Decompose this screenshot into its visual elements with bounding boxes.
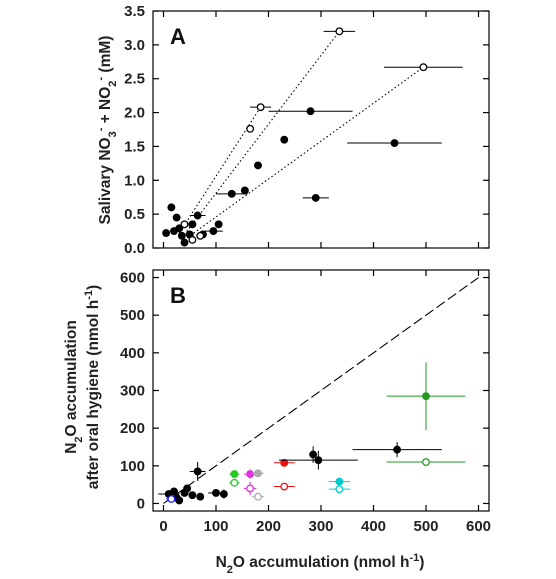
y-tick-label: 200	[120, 420, 145, 437]
open-data-point	[230, 478, 239, 487]
filled-data-point	[188, 491, 197, 500]
open-data-point	[167, 495, 176, 503]
filled-data-point	[309, 450, 318, 459]
x-tick-label: 500	[413, 518, 438, 535]
x-tick-label: 100	[203, 518, 228, 535]
y-tick-label: 0.5	[124, 206, 145, 223]
filled-data-point	[393, 445, 402, 454]
panel-b-y-ticks: 0 100 200 300 400 500 600	[120, 270, 489, 512]
filled-data-point	[177, 231, 186, 240]
filled-data-point	[246, 470, 255, 479]
y-tick-label: 100	[120, 458, 145, 475]
filled-data-point	[214, 220, 223, 229]
filled-data-point	[167, 203, 176, 212]
filled-data-point	[227, 189, 236, 198]
panel-a-y-axis-label: Salivary NO3- + NO2- (mM)	[95, 36, 119, 225]
y-tick-label: 400	[120, 345, 145, 362]
open-data-point	[419, 63, 428, 72]
panel-b-x-axis-label: N2O accumulation (nmol h-1)	[216, 552, 425, 576]
panel-a-x-ticks	[162, 11, 480, 248]
filled-data-point	[188, 220, 197, 229]
filled-data-point	[193, 467, 202, 476]
y-tick-label: 300	[120, 383, 145, 400]
filled-data-point	[172, 213, 181, 222]
filled-data-point	[306, 107, 315, 116]
open-data-point	[254, 492, 262, 501]
panel-b-y-axis-label-line1: N2O accumulation	[63, 320, 85, 454]
filled-data-point	[230, 470, 239, 479]
filled-data-point	[170, 487, 178, 496]
y-tick-label: 600	[120, 270, 145, 287]
panel-a-y-ticks: 0.0 0.5 1.0 1.5 2.0 2.5 3.0 3.5	[124, 3, 489, 257]
filled-data-point	[175, 224, 184, 233]
y-tick-label: 3.5	[124, 3, 145, 20]
filled-data-point	[209, 227, 218, 236]
filled-data-point	[254, 161, 262, 170]
open-data-point	[246, 124, 255, 133]
filled-data-point	[162, 229, 171, 238]
filled-data-point	[175, 496, 184, 505]
panel-a-letter: A	[170, 24, 186, 49]
panel-a-points	[162, 27, 463, 247]
dotted-fit-line	[186, 66, 424, 239]
y-tick-label: 500	[120, 307, 145, 324]
filled-data-point	[280, 135, 289, 144]
x-tick-label: 300	[308, 518, 333, 535]
y-tick-label: 2.5	[124, 71, 145, 88]
filled-data-point	[254, 469, 262, 478]
filled-data-point	[314, 456, 323, 465]
open-data-point	[335, 27, 344, 36]
filled-data-point	[335, 477, 344, 486]
panel-b-points	[158, 362, 466, 505]
panel-b-letter: B	[170, 283, 186, 308]
open-data-point	[256, 103, 265, 112]
x-tick-label: 0	[159, 518, 167, 535]
y-tick-label: 1.5	[124, 138, 145, 155]
open-data-point	[180, 220, 189, 229]
y-tick-label: 0.0	[124, 240, 145, 257]
x-tick-label: 600	[466, 518, 491, 535]
open-data-point	[280, 482, 289, 491]
open-data-point	[188, 235, 197, 244]
panel-b-reference-lines	[163, 277, 479, 504]
filled-data-point	[180, 238, 189, 247]
y-tick-label: 1.0	[124, 172, 145, 189]
y-tick-label: 3.0	[124, 37, 145, 54]
open-data-point	[422, 458, 430, 466]
filled-data-point	[196, 492, 205, 501]
panel-b-x-ticks: 0 100 200 300 400 500 600	[159, 270, 491, 535]
filled-data-point	[212, 488, 220, 497]
filled-data-point	[390, 139, 399, 147]
panel-a-reference-lines	[178, 30, 424, 239]
panel-b-y-axis-label-line2: after oral hygiene (nmol h-1)	[83, 285, 102, 489]
x-tick-label: 400	[361, 518, 386, 535]
filled-data-point	[280, 458, 289, 467]
filled-data-point	[240, 186, 249, 195]
open-data-point	[335, 485, 344, 494]
filled-data-point	[311, 193, 320, 202]
filled-data-point	[422, 392, 430, 401]
open-data-point	[196, 231, 205, 240]
identity-dashed-line	[163, 277, 479, 504]
y-tick-label: 0	[137, 495, 145, 512]
dotted-fit-line	[181, 30, 340, 239]
filled-data-point	[219, 490, 228, 499]
panel-a-frame	[152, 10, 490, 249]
filled-data-point	[183, 484, 192, 493]
filled-data-point	[193, 211, 202, 220]
x-tick-label: 200	[256, 518, 281, 535]
y-tick-label: 2.0	[124, 105, 145, 122]
open-data-point	[246, 484, 255, 493]
panel-a: 0.0 0.5 1.0 1.5 2.0 2.5 3.0 3.5 A Salivary NO3-…	[95, 3, 490, 257]
